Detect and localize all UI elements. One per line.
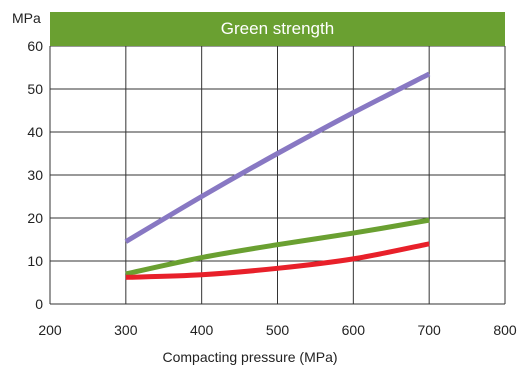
series-line-red <box>125 241 430 280</box>
title-banner: Green strength <box>50 12 505 46</box>
chart-title: Green strength <box>221 19 334 38</box>
series-lines <box>124 71 431 280</box>
title-bar <box>50 12 505 46</box>
x-tick-label-800: 800 <box>493 322 517 338</box>
grid-lines <box>49 45 506 305</box>
y-tick-label-60: 60 <box>27 38 43 54</box>
y-tick-label-0: 0 <box>35 296 43 312</box>
x-axis-label: Compacting pressure (MPa) <box>162 349 337 365</box>
y-tick-label-20: 20 <box>27 210 43 226</box>
y-axis-label: MPa <box>12 10 41 26</box>
y-tick-label-10: 10 <box>27 253 43 269</box>
series-line-green <box>125 217 430 277</box>
x-tick-label-400: 400 <box>190 322 214 338</box>
x-tick-label-700: 700 <box>417 322 441 338</box>
series-line-purple <box>124 71 431 244</box>
y-tick-label-40: 40 <box>27 124 43 140</box>
y-tick-labels: 0 10 20 30 40 50 60 <box>27 38 43 312</box>
y-tick-label-30: 30 <box>27 167 43 183</box>
x-tick-labels: 200 300 400 500 600 700 800 <box>38 322 517 338</box>
y-tick-label-50: 50 <box>27 81 43 97</box>
x-tick-label-600: 600 <box>342 322 366 338</box>
x-tick-label-200: 200 <box>38 322 62 338</box>
x-tick-label-300: 300 <box>114 322 138 338</box>
x-tick-label-500: 500 <box>266 322 290 338</box>
